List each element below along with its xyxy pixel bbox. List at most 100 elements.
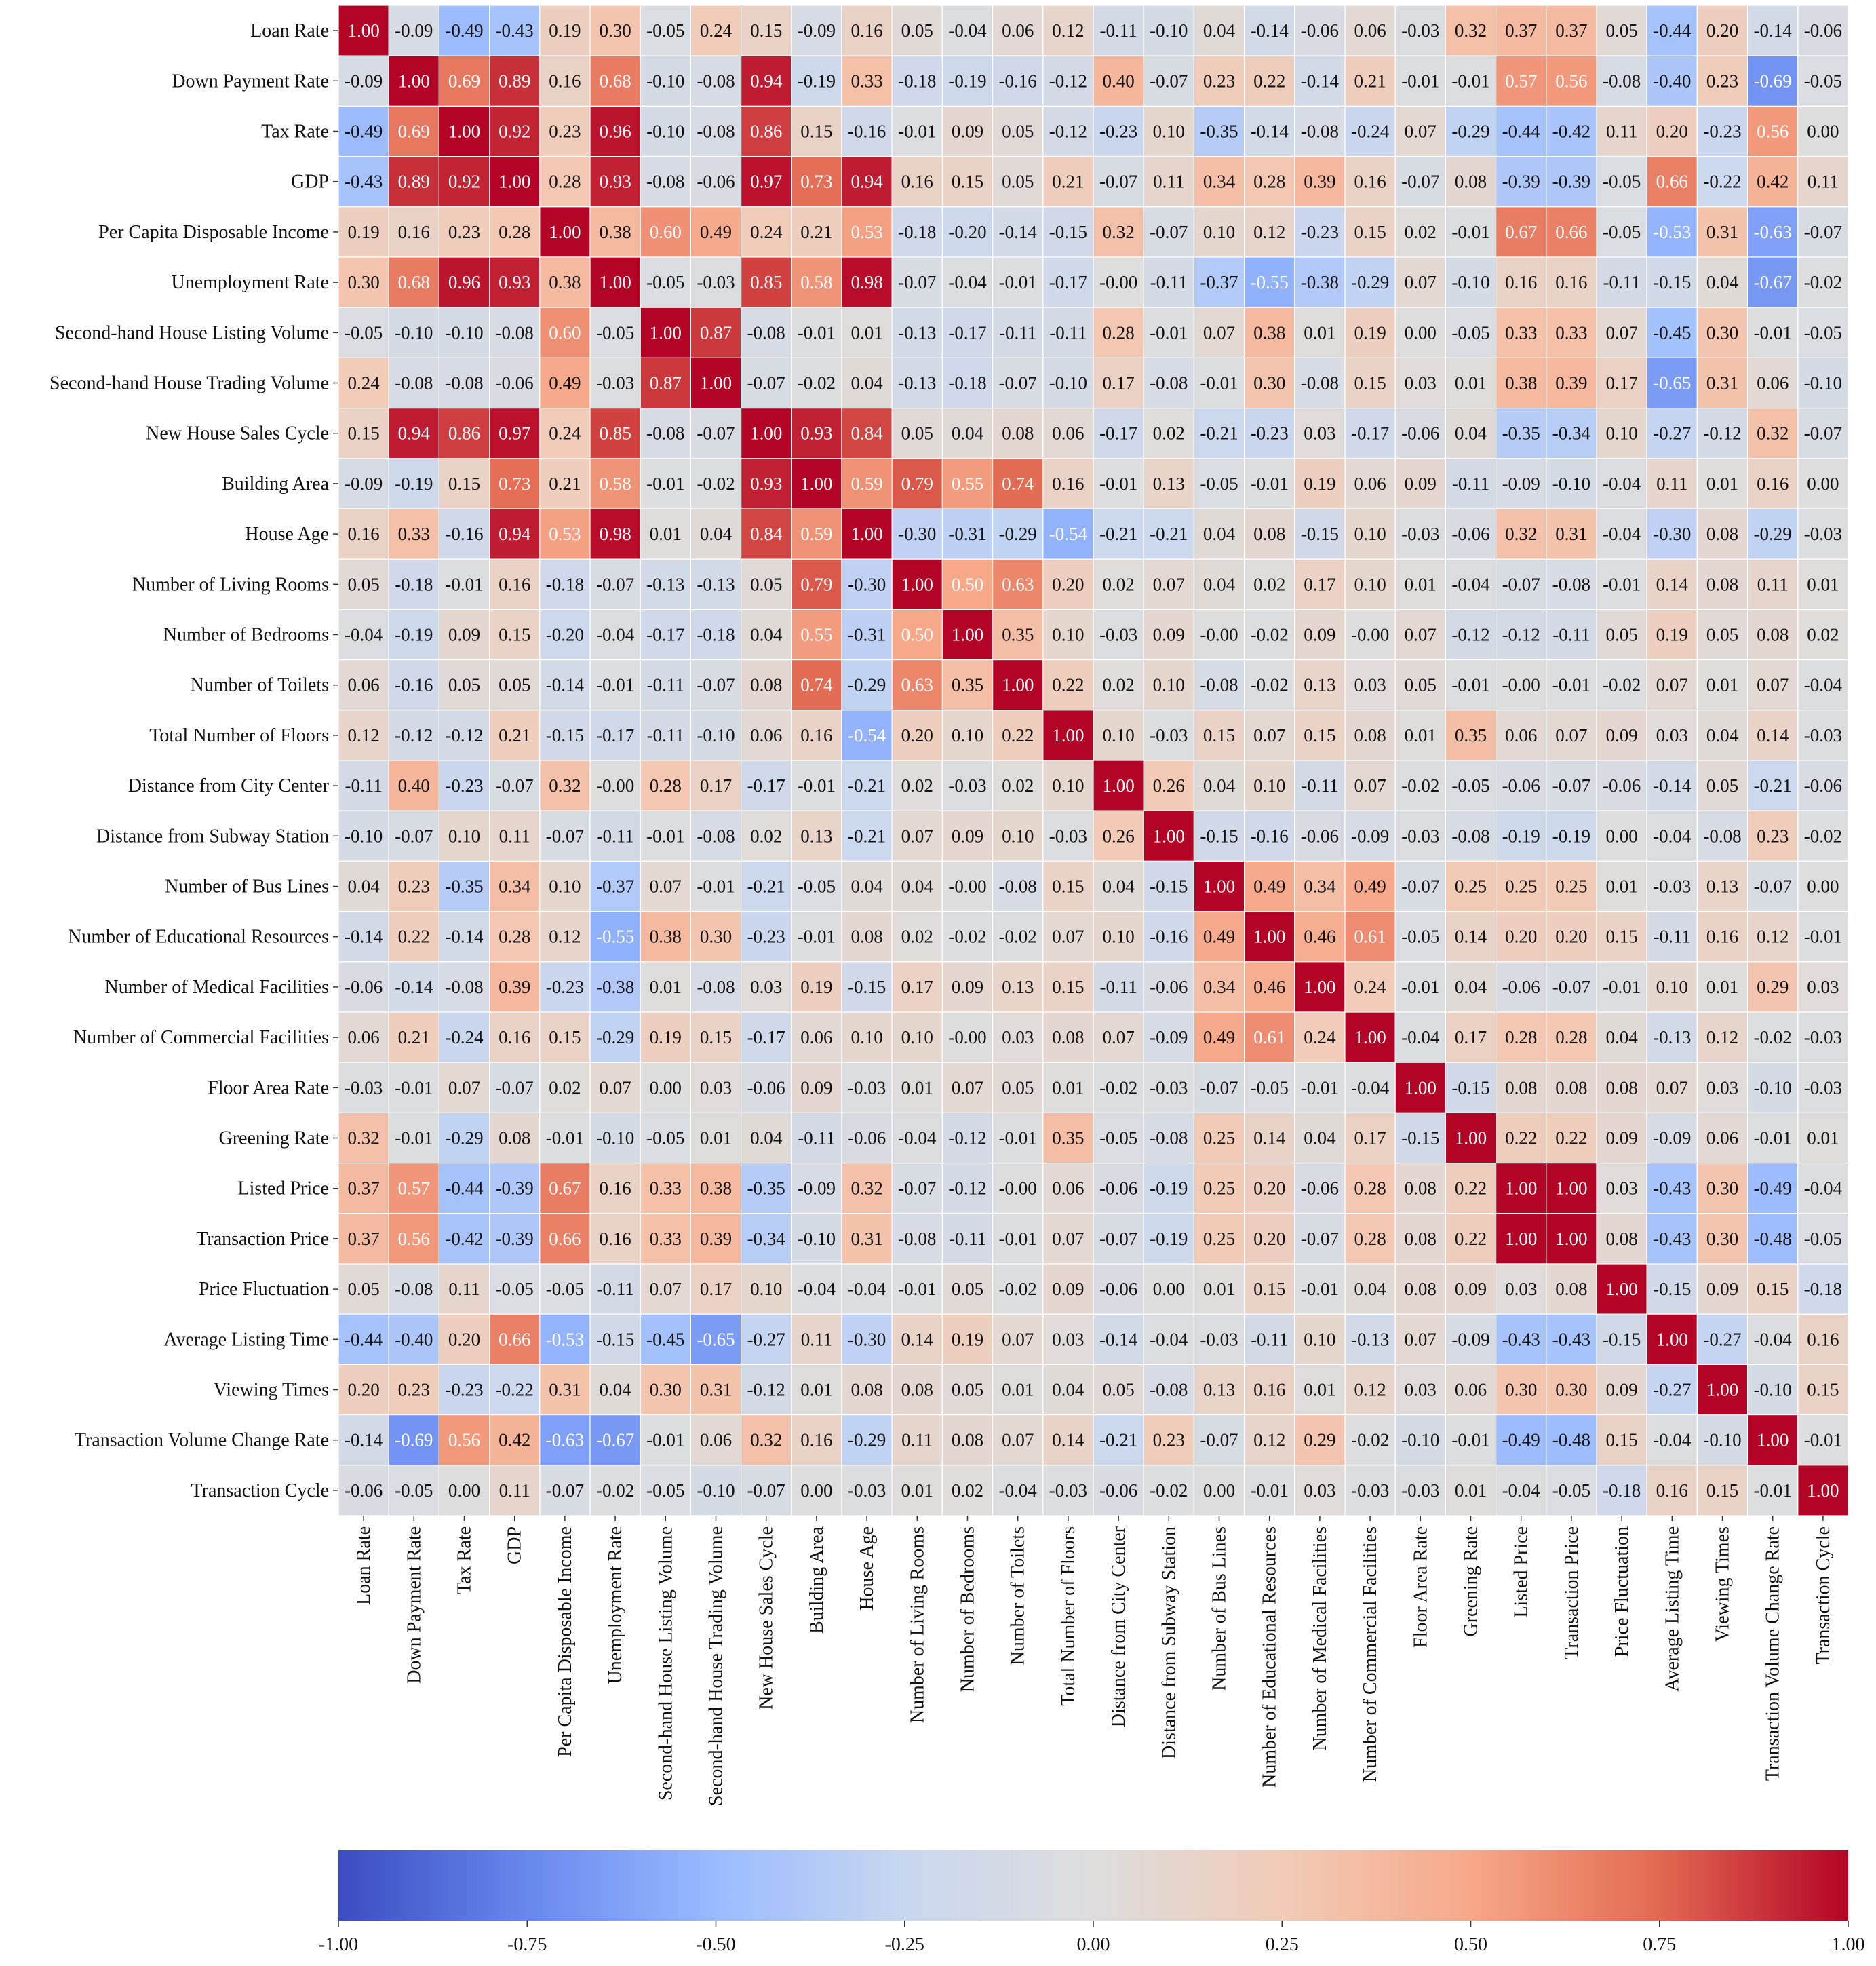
cell-value-label: -0.02	[1804, 826, 1842, 846]
cell-value-label: -0.02	[1754, 1027, 1792, 1047]
heatmap-cell	[1646, 659, 1698, 711]
heatmap-cell	[992, 760, 1044, 811]
heatmap-cell	[791, 256, 842, 308]
cell-value-label: 1.00	[1002, 675, 1034, 695]
cell-value-label: 0.06	[1354, 20, 1386, 41]
heatmap-cell	[1496, 407, 1547, 459]
heatmap-cell	[388, 1414, 440, 1466]
heatmap-cell	[589, 1414, 641, 1466]
row-label: Greening Rate	[219, 1128, 330, 1149]
heatmap-cell	[1042, 156, 1094, 208]
heatmap-cell	[1294, 55, 1346, 107]
heatmap-cell	[1042, 1162, 1094, 1214]
cell-value-label: -0.45	[646, 1329, 684, 1349]
heatmap-cell	[740, 407, 792, 459]
heatmap-cell	[1546, 1162, 1597, 1214]
cell-value-label: 0.67	[1505, 222, 1537, 242]
cell-value-label: 0.05	[1102, 1380, 1134, 1400]
heatmap-cell	[338, 256, 389, 308]
heatmap-cell	[1797, 1465, 1849, 1516]
heatmap-cell	[941, 810, 994, 862]
heatmap-cell	[589, 407, 641, 459]
cell-value-label: 0.30	[1555, 1380, 1587, 1400]
cell-value-label: 0.10	[448, 826, 480, 846]
cell-value-label: -0.08	[1552, 574, 1590, 594]
heatmap-cell	[1747, 357, 1799, 409]
heatmap-cell	[640, 105, 692, 157]
colorbar-tick-label: 0.50	[1454, 1934, 1487, 1955]
heatmap-cell	[891, 810, 943, 862]
cell-value-label: 0.17	[901, 977, 933, 997]
cell-value-label: 0.15	[1354, 222, 1386, 242]
cell-value-label: -0.04	[1603, 474, 1641, 494]
cell-value-label: 0.22	[1555, 1128, 1587, 1149]
heatmap-cell	[438, 609, 490, 661]
cell-value-label: 0.09	[1304, 625, 1335, 645]
cell-value-label: -0.01	[1754, 322, 1792, 343]
cell-value-label: 0.05	[952, 1279, 983, 1299]
heatmap-cell	[438, 860, 490, 912]
cell-value-label: -0.10	[1401, 1430, 1439, 1450]
cell-value-label: 0.06	[1505, 725, 1537, 746]
cell-value-label: -0.38	[1301, 272, 1339, 292]
heatmap-cell	[1496, 1465, 1547, 1516]
heatmap-cell	[891, 357, 943, 409]
heatmap-cell	[1193, 55, 1245, 107]
cell-value-label: -0.19	[395, 625, 433, 645]
cell-value-label: -0.42	[1552, 121, 1590, 142]
cell-value-label: -0.09	[1150, 1027, 1188, 1047]
cell-value-label: -0.43	[1653, 1229, 1691, 1249]
heatmap-cell	[1747, 1011, 1799, 1063]
cell-value-label: -0.12	[1502, 625, 1540, 645]
cell-value-label: -0.17	[747, 1027, 785, 1047]
heatmap-cell	[1143, 760, 1194, 811]
cell-value-label: 0.11	[1807, 172, 1839, 192]
cell-value-label: 0.87	[700, 322, 732, 343]
heatmap-cell	[941, 1414, 994, 1466]
cell-value-label: 0.22	[1505, 1128, 1537, 1149]
heatmap-cell	[1193, 407, 1245, 459]
cell-value-label: 0.93	[800, 423, 832, 444]
cell-value-label: 0.08	[1405, 1229, 1437, 1249]
row-label: New House Sales Cycle	[146, 423, 329, 444]
cell-value-label: 0.10	[1002, 826, 1034, 846]
heatmap-cell	[640, 156, 692, 208]
cell-value-label: 0.31	[851, 1229, 882, 1249]
cell-value-label: -0.31	[848, 625, 886, 645]
cell-value-label: 0.38	[650, 927, 682, 947]
cell-value-label: 0.07	[1555, 725, 1587, 746]
heatmap-cell	[539, 1213, 591, 1265]
cell-value-label: -0.12	[445, 725, 483, 746]
cell-value-label: 0.28	[1505, 1027, 1537, 1047]
heatmap-cell	[1394, 609, 1446, 661]
cell-value-label: -0.06	[1099, 1178, 1137, 1199]
cell-value-label: 0.02	[1807, 625, 1839, 645]
heatmap-cell	[690, 659, 742, 711]
cell-value-label: -0.65	[697, 1329, 735, 1349]
heatmap-cell	[1596, 760, 1647, 811]
cell-value-label: 0.22	[398, 927, 430, 947]
cell-value-label: 0.35	[1455, 725, 1487, 746]
cell-value-label: -0.01	[1603, 977, 1641, 997]
cell-value-label: 0.12	[1253, 222, 1285, 242]
cell-value-label: 0.22	[1455, 1178, 1487, 1199]
cell-value-label: 0.14	[1455, 927, 1487, 947]
heatmap-cell	[690, 1011, 742, 1063]
row-label: Number of Living Rooms	[132, 574, 329, 595]
cell-value-label: 0.15	[1052, 876, 1084, 897]
heatmap-cell	[1243, 307, 1295, 359]
heatmap-cell	[1696, 206, 1748, 258]
heatmap-cell	[740, 1112, 792, 1164]
cell-value-label: 0.00	[800, 1480, 832, 1501]
heatmap-cell	[941, 156, 994, 208]
cell-value-label: 0.29	[1304, 1430, 1335, 1450]
cell-value-label: -0.12	[395, 725, 433, 746]
cell-value-label: 0.97	[499, 423, 530, 444]
heatmap-cell	[640, 710, 692, 761]
cell-value-label: 0.10	[1203, 222, 1235, 242]
heatmap-cell	[1344, 1011, 1396, 1063]
heatmap-cell	[1546, 206, 1597, 258]
cell-value-label: 0.08	[1605, 1229, 1637, 1249]
cell-value-label: 0.10	[750, 1279, 782, 1299]
cell-value-label: 0.07	[1253, 725, 1285, 746]
